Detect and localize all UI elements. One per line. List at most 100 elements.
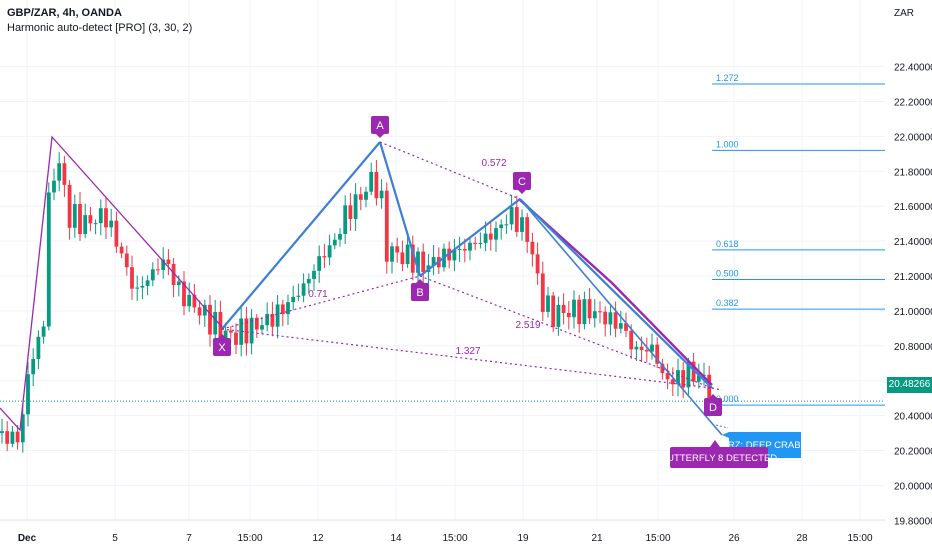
candle-body bbox=[655, 344, 660, 364]
candle-body bbox=[234, 332, 238, 345]
candle-body bbox=[644, 349, 649, 352]
candle-body bbox=[369, 171, 374, 192]
time-tick-label: 28 bbox=[796, 533, 808, 544]
candle-body bbox=[561, 304, 566, 313]
detected-label[interactable]: BUTTERFLY 8 DETECTED bbox=[661, 440, 777, 468]
price-tick-label: 21.20000 bbox=[894, 272, 932, 283]
candle-body bbox=[624, 323, 628, 331]
price-tick-label: 20.80000 bbox=[894, 342, 932, 353]
indicator-title[interactable]: Harmonic auto-detect [PRO] (3, 30, 2) bbox=[7, 22, 193, 34]
candle-body bbox=[395, 246, 400, 253]
ratio-line-bd bbox=[419, 275, 713, 389]
time-tick-label: 21 bbox=[591, 533, 603, 544]
ratio-label: 0.71 bbox=[308, 289, 328, 300]
marker-pointer bbox=[376, 134, 384, 138]
candle-body bbox=[504, 224, 509, 226]
candle-body bbox=[291, 296, 296, 303]
fib-levels: 1.272 1.000 0.618 0.500 0.382 0.000 bbox=[712, 73, 885, 406]
candle-body bbox=[88, 215, 93, 224]
time-tick-label: 19 bbox=[517, 533, 529, 544]
time-tick-label: 15:00 bbox=[442, 533, 467, 544]
candle-body bbox=[98, 208, 103, 224]
detected-pointer bbox=[710, 440, 720, 447]
candle-body bbox=[57, 163, 62, 181]
candle-body bbox=[618, 323, 623, 329]
ratio-label: 1.327 bbox=[455, 346, 480, 357]
pattern-point-x[interactable]: X bbox=[213, 334, 231, 356]
pattern-point-a[interactable]: A bbox=[371, 116, 389, 138]
candle-body bbox=[161, 259, 166, 271]
candle-body bbox=[587, 299, 592, 319]
prz-projection-line bbox=[519, 198, 723, 436]
harmonic-pattern: 0.71 0.572 2.519 1.327 bbox=[221, 141, 729, 436]
candle-body bbox=[62, 163, 67, 185]
candle-body bbox=[358, 194, 363, 200]
candle-body bbox=[317, 256, 322, 271]
symbol-title[interactable]: GBP/ZAR, 4h, OANDA bbox=[7, 7, 122, 19]
candle-body bbox=[145, 280, 150, 286]
candle-body bbox=[20, 414, 25, 443]
candle-body bbox=[660, 363, 665, 374]
candle-body bbox=[540, 273, 545, 312]
candle-body bbox=[109, 220, 114, 228]
candle-body bbox=[176, 281, 181, 285]
candle-body bbox=[140, 285, 145, 288]
price-tick-label: 20.40000 bbox=[894, 412, 932, 423]
candle-body bbox=[603, 311, 608, 325]
candle-body bbox=[150, 269, 155, 281]
candle-body bbox=[613, 312, 618, 329]
candle-body bbox=[535, 254, 540, 274]
time-tick-label: Dec bbox=[18, 533, 37, 544]
candle-body bbox=[197, 307, 202, 316]
candle-body bbox=[208, 304, 212, 335]
candle-body bbox=[182, 281, 186, 307]
candle-body bbox=[416, 251, 420, 273]
pattern-point-c[interactable]: C bbox=[513, 172, 531, 194]
candle-body bbox=[608, 312, 613, 325]
candle-body bbox=[265, 313, 270, 326]
candle-body bbox=[338, 233, 342, 240]
marker-pointer bbox=[218, 334, 226, 338]
candle-body bbox=[452, 249, 457, 261]
prz-text: PRZ: DEEP CRAB 8 bbox=[722, 440, 809, 451]
candle-body bbox=[488, 233, 493, 240]
candle-body bbox=[457, 249, 462, 251]
pattern-point-b[interactable]: B bbox=[411, 279, 429, 301]
ratio-label: 2.519 bbox=[515, 320, 540, 331]
candle-body bbox=[566, 312, 571, 318]
candle-body bbox=[400, 252, 405, 265]
candle-body bbox=[530, 241, 535, 255]
price-axis[interactable]: ZAR 22.40000 22.20000 22.00000 21.80000 21.60… bbox=[894, 8, 932, 527]
ratio-line-ac bbox=[379, 141, 521, 200]
marker-box bbox=[704, 398, 722, 416]
candle-body bbox=[421, 251, 426, 272]
detected-box bbox=[670, 447, 768, 468]
candle-body bbox=[275, 304, 280, 327]
candle-body bbox=[202, 304, 207, 316]
fib-label: 0.000 bbox=[716, 394, 739, 404]
candle-body bbox=[509, 207, 514, 225]
price-tick-label: 20.20000 bbox=[894, 447, 932, 458]
candle-body bbox=[332, 239, 337, 246]
marker-label: D bbox=[709, 402, 717, 414]
marker-label: X bbox=[218, 342, 226, 354]
marker-box bbox=[371, 116, 389, 134]
time-tick-label: 15:00 bbox=[237, 533, 262, 544]
pattern-point-d[interactable]: D bbox=[704, 394, 722, 416]
candle-body bbox=[556, 304, 561, 327]
candle-body bbox=[15, 431, 20, 443]
candle-body bbox=[478, 242, 483, 244]
candle-body bbox=[343, 205, 348, 234]
candle-body bbox=[546, 295, 550, 312]
candle-body bbox=[239, 318, 244, 345]
candle-body bbox=[296, 295, 301, 297]
time-axis[interactable]: Dec 5 7 15:00 12 14 15:00 19 21 15:00 26 28 15:00 bbox=[18, 533, 873, 544]
price-tick-label: 21.00000 bbox=[894, 307, 932, 318]
time-tick-label: 12 bbox=[312, 533, 324, 544]
candle-body bbox=[551, 295, 556, 327]
candle-body bbox=[5, 431, 10, 444]
candle-body bbox=[0, 431, 4, 434]
fib-label: 0.618 bbox=[716, 239, 739, 249]
